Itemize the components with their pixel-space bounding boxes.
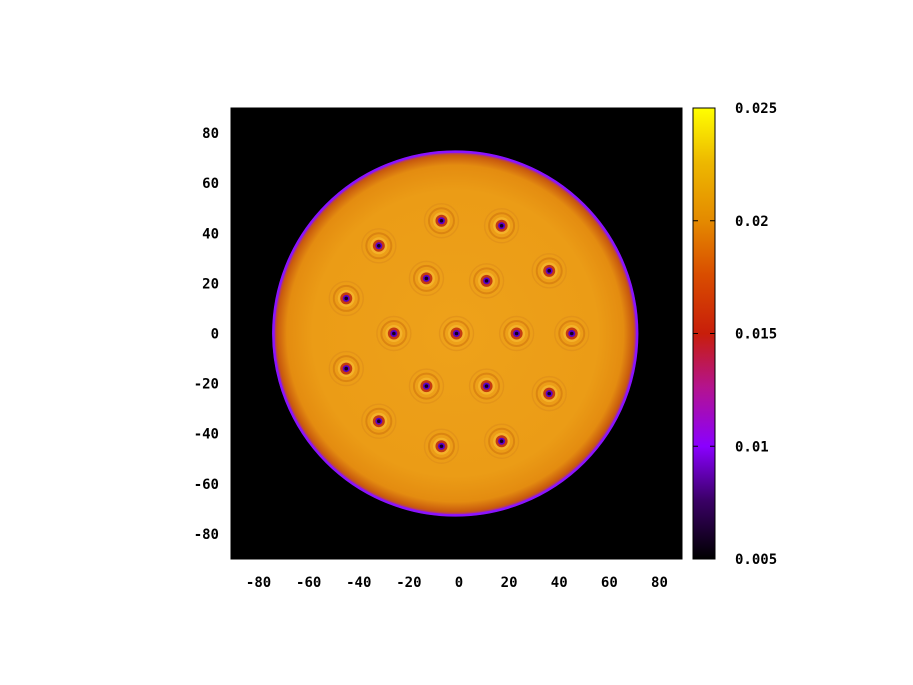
y-tick-label: 80 [202,126,219,142]
x-tick-label: 60 [601,575,618,591]
vortex-3 [361,228,397,264]
y-tick-label: 0 [211,327,219,343]
colorbar-tick-label: 0.015 [735,327,777,343]
colorbar-tick-label: 0.025 [735,101,777,117]
x-axis: -80 -60 -40 -20 0 20 40 60 80 [246,108,668,591]
vortex-10 [498,315,535,352]
x-tick-label: 20 [501,575,518,591]
colorbar-tick-label: 0.005 [735,552,777,568]
y-tick-label: -20 [194,377,219,393]
vortex-15 [531,375,567,412]
vortex-2 [483,208,520,244]
y-tick-label: 60 [202,176,219,192]
x-tick-label: 40 [551,575,568,591]
colorbar-tick-label: 0.02 [735,214,769,230]
heatmap-layer [272,150,639,517]
vortex-14 [468,368,505,404]
x-tick-label: 80 [651,575,668,591]
colorbar-tick-label: 0.01 [735,439,769,455]
vortex-1 [423,203,460,239]
vortex-18 [483,423,520,459]
colorbar-axis: 0.025 0.02 0.015 0.01 0.005 [693,101,777,568]
vortex-9 [438,315,475,352]
y-tick-label: -80 [194,527,219,543]
y-tick-label: -40 [194,427,219,443]
y-tick-label: 40 [202,226,219,242]
vortex-5 [468,263,505,299]
vortex-12 [328,350,364,387]
vortex-13 [408,368,445,404]
vortex-7 [328,280,364,317]
x-tick-label: -60 [296,575,321,591]
vortex-17 [423,428,460,464]
vortex-16 [361,403,397,439]
x-tick-label: 0 [455,575,463,591]
x-tick-label: -80 [246,575,271,591]
y-axis: 80 60 40 20 0 -20 -40 -60 -80 [194,126,682,543]
vortex-11 [554,315,590,352]
vortex-8 [376,315,412,352]
disk-rim [272,150,639,517]
y-tick-label: 20 [202,276,219,292]
vortex-4 [408,260,445,297]
vortex-6 [531,253,567,289]
x-tick-label: -40 [346,575,371,591]
y-tick-label: -60 [194,477,219,493]
x-tick-label: -20 [396,575,421,591]
